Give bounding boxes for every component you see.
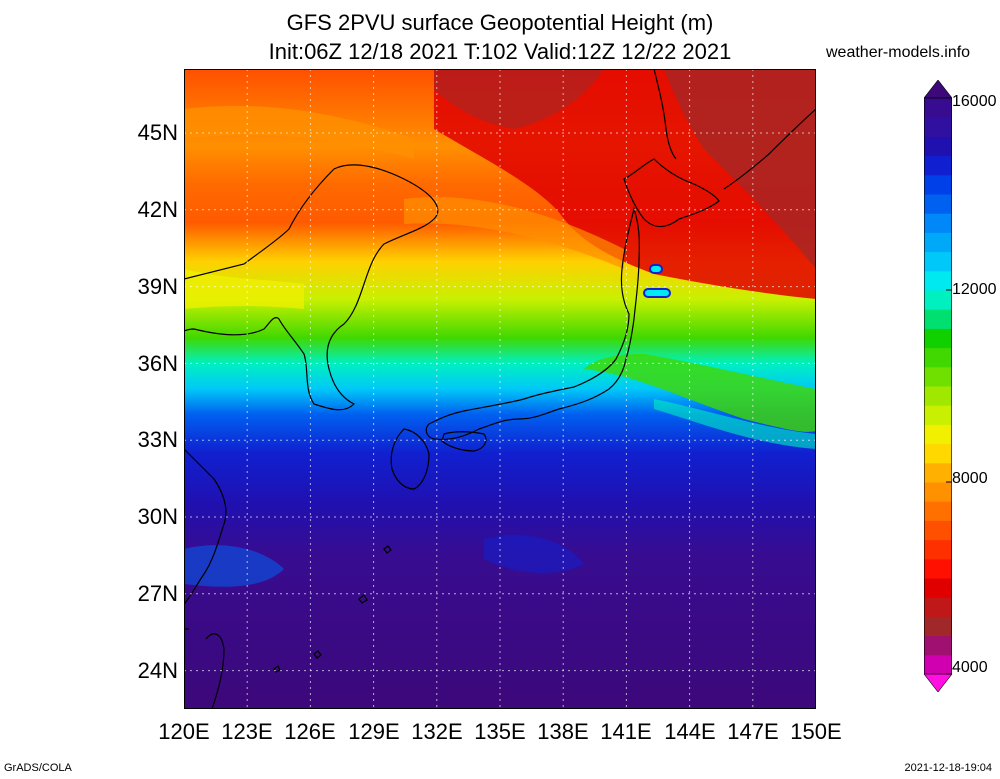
coast-ryukyu-2	[358, 594, 368, 604]
colorbar-segment	[924, 232, 952, 253]
lon-tick-label: 150E	[790, 719, 842, 744]
colorbar-segment	[924, 616, 952, 637]
colorbar-segment	[924, 424, 952, 445]
colorbar-segment	[924, 174, 952, 195]
colorbar-segment	[924, 251, 952, 272]
map-area	[184, 69, 816, 709]
colorbar-label-8000: 8000	[952, 470, 988, 487]
coast-china-south	[184, 448, 227, 605]
lon-tick-label: 123E	[221, 719, 273, 744]
lon-tick-label: 135E	[474, 719, 526, 744]
field-yellow-west	[184, 269, 304, 309]
field-orange-mid	[404, 197, 624, 269]
colorbar-segment	[924, 597, 952, 617]
map-border	[184, 69, 816, 709]
colorbar-segment	[924, 482, 952, 502]
coast-ryukyu-1	[383, 545, 392, 554]
colorbar-segment	[924, 635, 952, 656]
lon-tick-label: 120E	[158, 719, 210, 744]
colorbar-label-12000: 12000	[952, 281, 997, 298]
title-line-1: GFS 2PVU surface Geopotential Height (m)	[286, 10, 714, 35]
lat-tick-label: 30N	[137, 504, 178, 529]
colorbar	[924, 80, 952, 692]
colorbar-segment	[924, 290, 952, 310]
colorbar-top-triangle	[924, 80, 952, 99]
lat-tick-label: 39N	[137, 274, 178, 299]
field-cyan-east	[654, 399, 816, 449]
lat-tick-label: 45N	[137, 120, 178, 145]
colorbar-segment	[924, 98, 952, 118]
colorbar-segment	[924, 501, 952, 521]
colorbar-segment	[924, 136, 952, 157]
field-blue-patch-2	[484, 535, 584, 574]
coast-kyushu	[390, 428, 430, 490]
colorbar-frame	[924, 97, 952, 675]
lat-tick-label: 33N	[137, 427, 178, 452]
colorbar-segment	[924, 155, 952, 176]
coast-kurils	[723, 108, 816, 190]
colorbar-label-4000: 4000	[952, 659, 988, 676]
colorbar-segment	[924, 405, 952, 425]
lat-tick-label: 36N	[137, 351, 178, 376]
colorbar-segment	[924, 386, 952, 406]
coast-shikoku	[441, 431, 487, 452]
colorbar-label-16000: 16000	[952, 93, 997, 110]
colorbar-segment	[924, 347, 952, 368]
coast-hokkaido	[623, 158, 720, 228]
coast-sakhalin	[653, 69, 677, 160]
lat-tick-label: 24N	[137, 658, 178, 683]
lat-tick-label: 42N	[137, 197, 178, 222]
site-label: weather-models.info	[826, 44, 971, 61]
colorbar-segment	[924, 117, 952, 137]
colorbar-segment	[924, 194, 952, 214]
lon-tick-label: 126E	[284, 719, 336, 744]
coast-mainland	[184, 164, 439, 411]
lon-tick-label: 129E	[348, 719, 400, 744]
coast-honshu	[425, 206, 640, 441]
field-darkred-north-center	[434, 69, 604, 129]
coastlines	[184, 69, 816, 709]
colorbar-segment	[924, 270, 952, 291]
field-contour-mark-1	[643, 288, 671, 298]
colorbar-segment	[924, 462, 952, 483]
field-blue-patch-1	[184, 545, 284, 587]
field-darkred-northeast	[664, 69, 816, 269]
colorbar-bottom-triangle	[924, 673, 952, 692]
title-line-2: Init:06Z 12/18 2021 T:102 Valid:12Z 12/2…	[268, 39, 732, 64]
lon-tick-label: 147E	[727, 719, 779, 744]
coast-ryukyu-3	[313, 650, 322, 659]
colorbar-segment	[924, 328, 952, 349]
colorbar-segment	[924, 443, 952, 464]
gridlines	[184, 69, 816, 709]
lon-tick-label: 144E	[664, 719, 716, 744]
lon-tick-label: 132E	[411, 719, 463, 744]
colorbar-segment	[924, 366, 952, 387]
lon-tick-label: 141E	[600, 719, 652, 744]
colorbar-segment	[924, 654, 952, 675]
geopotential-map	[184, 69, 816, 709]
lat-tick-label: 27N	[137, 581, 178, 606]
field-green-east	[584, 354, 816, 432]
colorbar-segment	[924, 578, 952, 598]
field-contour-mark-2	[649, 264, 663, 274]
colorbar-segment	[924, 520, 952, 541]
colorbar-segment	[924, 539, 952, 560]
footer-software-label: GrADS/COLA	[4, 762, 72, 774]
lon-tick-label: 138E	[537, 719, 589, 744]
field-orange-west	[184, 105, 414, 159]
colorbar-segment	[924, 309, 952, 329]
footer-timestamp: 2021-12-18-19:04	[904, 762, 992, 774]
colorbar-segment	[924, 558, 952, 579]
colorbar-segment	[924, 213, 952, 233]
